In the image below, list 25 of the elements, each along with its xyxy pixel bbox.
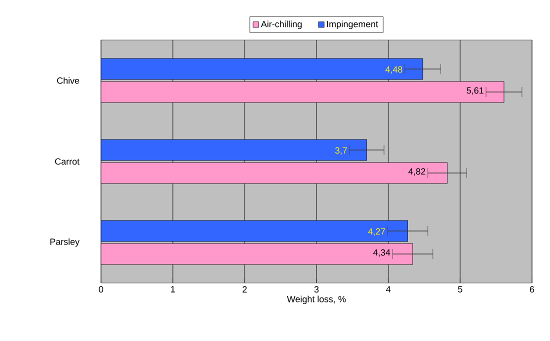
data-label: 4,48 — [385, 66, 402, 74]
x-tick-label: 3 — [314, 286, 319, 293]
data-label: 4,27 — [368, 228, 385, 236]
data-label: 4,34 — [373, 249, 390, 257]
x-tick-label: 4 — [386, 286, 391, 292]
bar — [101, 58, 424, 80]
data-label: 4,82 — [408, 168, 426, 176]
x-tick-label: 1 — [171, 286, 175, 292]
x-tick-label: 5 — [458, 286, 462, 292]
x-tick-label: 2 — [242, 286, 247, 292]
data-label: 5,61 — [466, 87, 484, 95]
legend-label: Air-chilling — [260, 20, 302, 30]
legend-label: Impingement — [327, 20, 378, 30]
bar — [101, 139, 367, 161]
y-tick-label: Carrot — [55, 158, 80, 165]
bar — [101, 243, 413, 265]
y-tick-label: Parsley — [50, 238, 80, 247]
x-tick-label: 0 — [98, 286, 104, 293]
x-tick-label: 6 — [530, 286, 534, 293]
x-axis-title: Weight loss, % — [286, 296, 346, 304]
bar — [101, 220, 408, 242]
bar — [101, 81, 504, 103]
bar — [101, 162, 448, 184]
data-label: 3,7 — [335, 147, 347, 155]
y-tick-label: Chive — [57, 77, 80, 84]
